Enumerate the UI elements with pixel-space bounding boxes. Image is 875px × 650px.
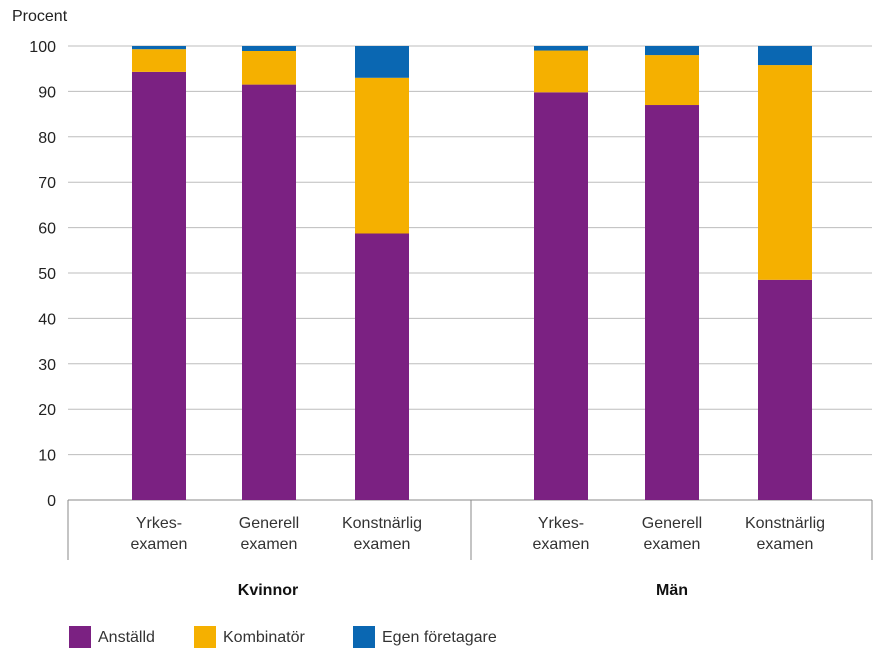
y-tick-label: 30 <box>38 357 56 374</box>
bar-segment <box>645 46 699 56</box>
bar-segment <box>758 279 812 500</box>
bar-segment <box>534 92 588 501</box>
legend-label: Kombinatör <box>223 629 305 646</box>
y-tick-label: 60 <box>38 221 56 238</box>
bar-segment <box>645 105 699 501</box>
gridlines <box>68 45 872 501</box>
bar-segment <box>242 46 296 51</box>
y-tick-label: 10 <box>38 448 56 465</box>
x-tick-label: Konstnärlig examen <box>342 515 422 553</box>
bar-segment <box>132 46 186 50</box>
bar-segment <box>355 233 409 500</box>
x-tick-label: Yrkes-examen <box>131 515 188 553</box>
y-tick-label: 80 <box>38 130 56 147</box>
y-tick-labels: 0 10 20 30 40 50 60 70 80 90 100 <box>29 39 56 510</box>
bar-segment <box>534 50 588 93</box>
legend-swatch <box>194 626 216 648</box>
x-tick-label: Konstnärlig examen <box>745 515 825 553</box>
legend-swatch <box>69 626 91 648</box>
y-tick-label: 20 <box>38 402 56 419</box>
y-tick-label: 70 <box>38 175 56 192</box>
y-tick-label: 90 <box>38 84 56 101</box>
bar-segment <box>758 46 812 66</box>
y-tick-label: 40 <box>38 311 56 328</box>
legend: Anställd Kombinatör Egen företagare <box>69 626 497 648</box>
legend-swatch <box>353 626 375 648</box>
bar-segment <box>242 50 296 85</box>
x-tick-label: Generell examen <box>642 515 702 553</box>
bars <box>132 46 812 501</box>
x-tick-label: Yrkes-examen <box>533 515 590 553</box>
bar-segment <box>132 49 186 72</box>
group-label: Kvinnor <box>238 582 298 599</box>
y-axis-label: Procent <box>12 8 68 25</box>
bar-segment <box>132 71 186 501</box>
bar-segment <box>355 46 409 78</box>
legend-label: Anställd <box>98 629 155 646</box>
y-tick-label: 100 <box>29 39 56 56</box>
legend-label: Egen företagare <box>382 629 497 646</box>
x-axis: Yrkes-examen Generell examen Konstnärlig exa… <box>67 500 873 599</box>
bar-segment <box>534 46 588 51</box>
bar-segment <box>355 77 409 234</box>
x-tick-label: Generell examen <box>239 515 299 553</box>
y-tick-label: 0 <box>47 493 56 510</box>
bar-segment <box>758 65 812 280</box>
y-tick-label: 50 <box>38 266 56 283</box>
group-label: Män <box>656 582 688 599</box>
bar-segment <box>242 84 296 500</box>
bar-segment <box>645 55 699 106</box>
